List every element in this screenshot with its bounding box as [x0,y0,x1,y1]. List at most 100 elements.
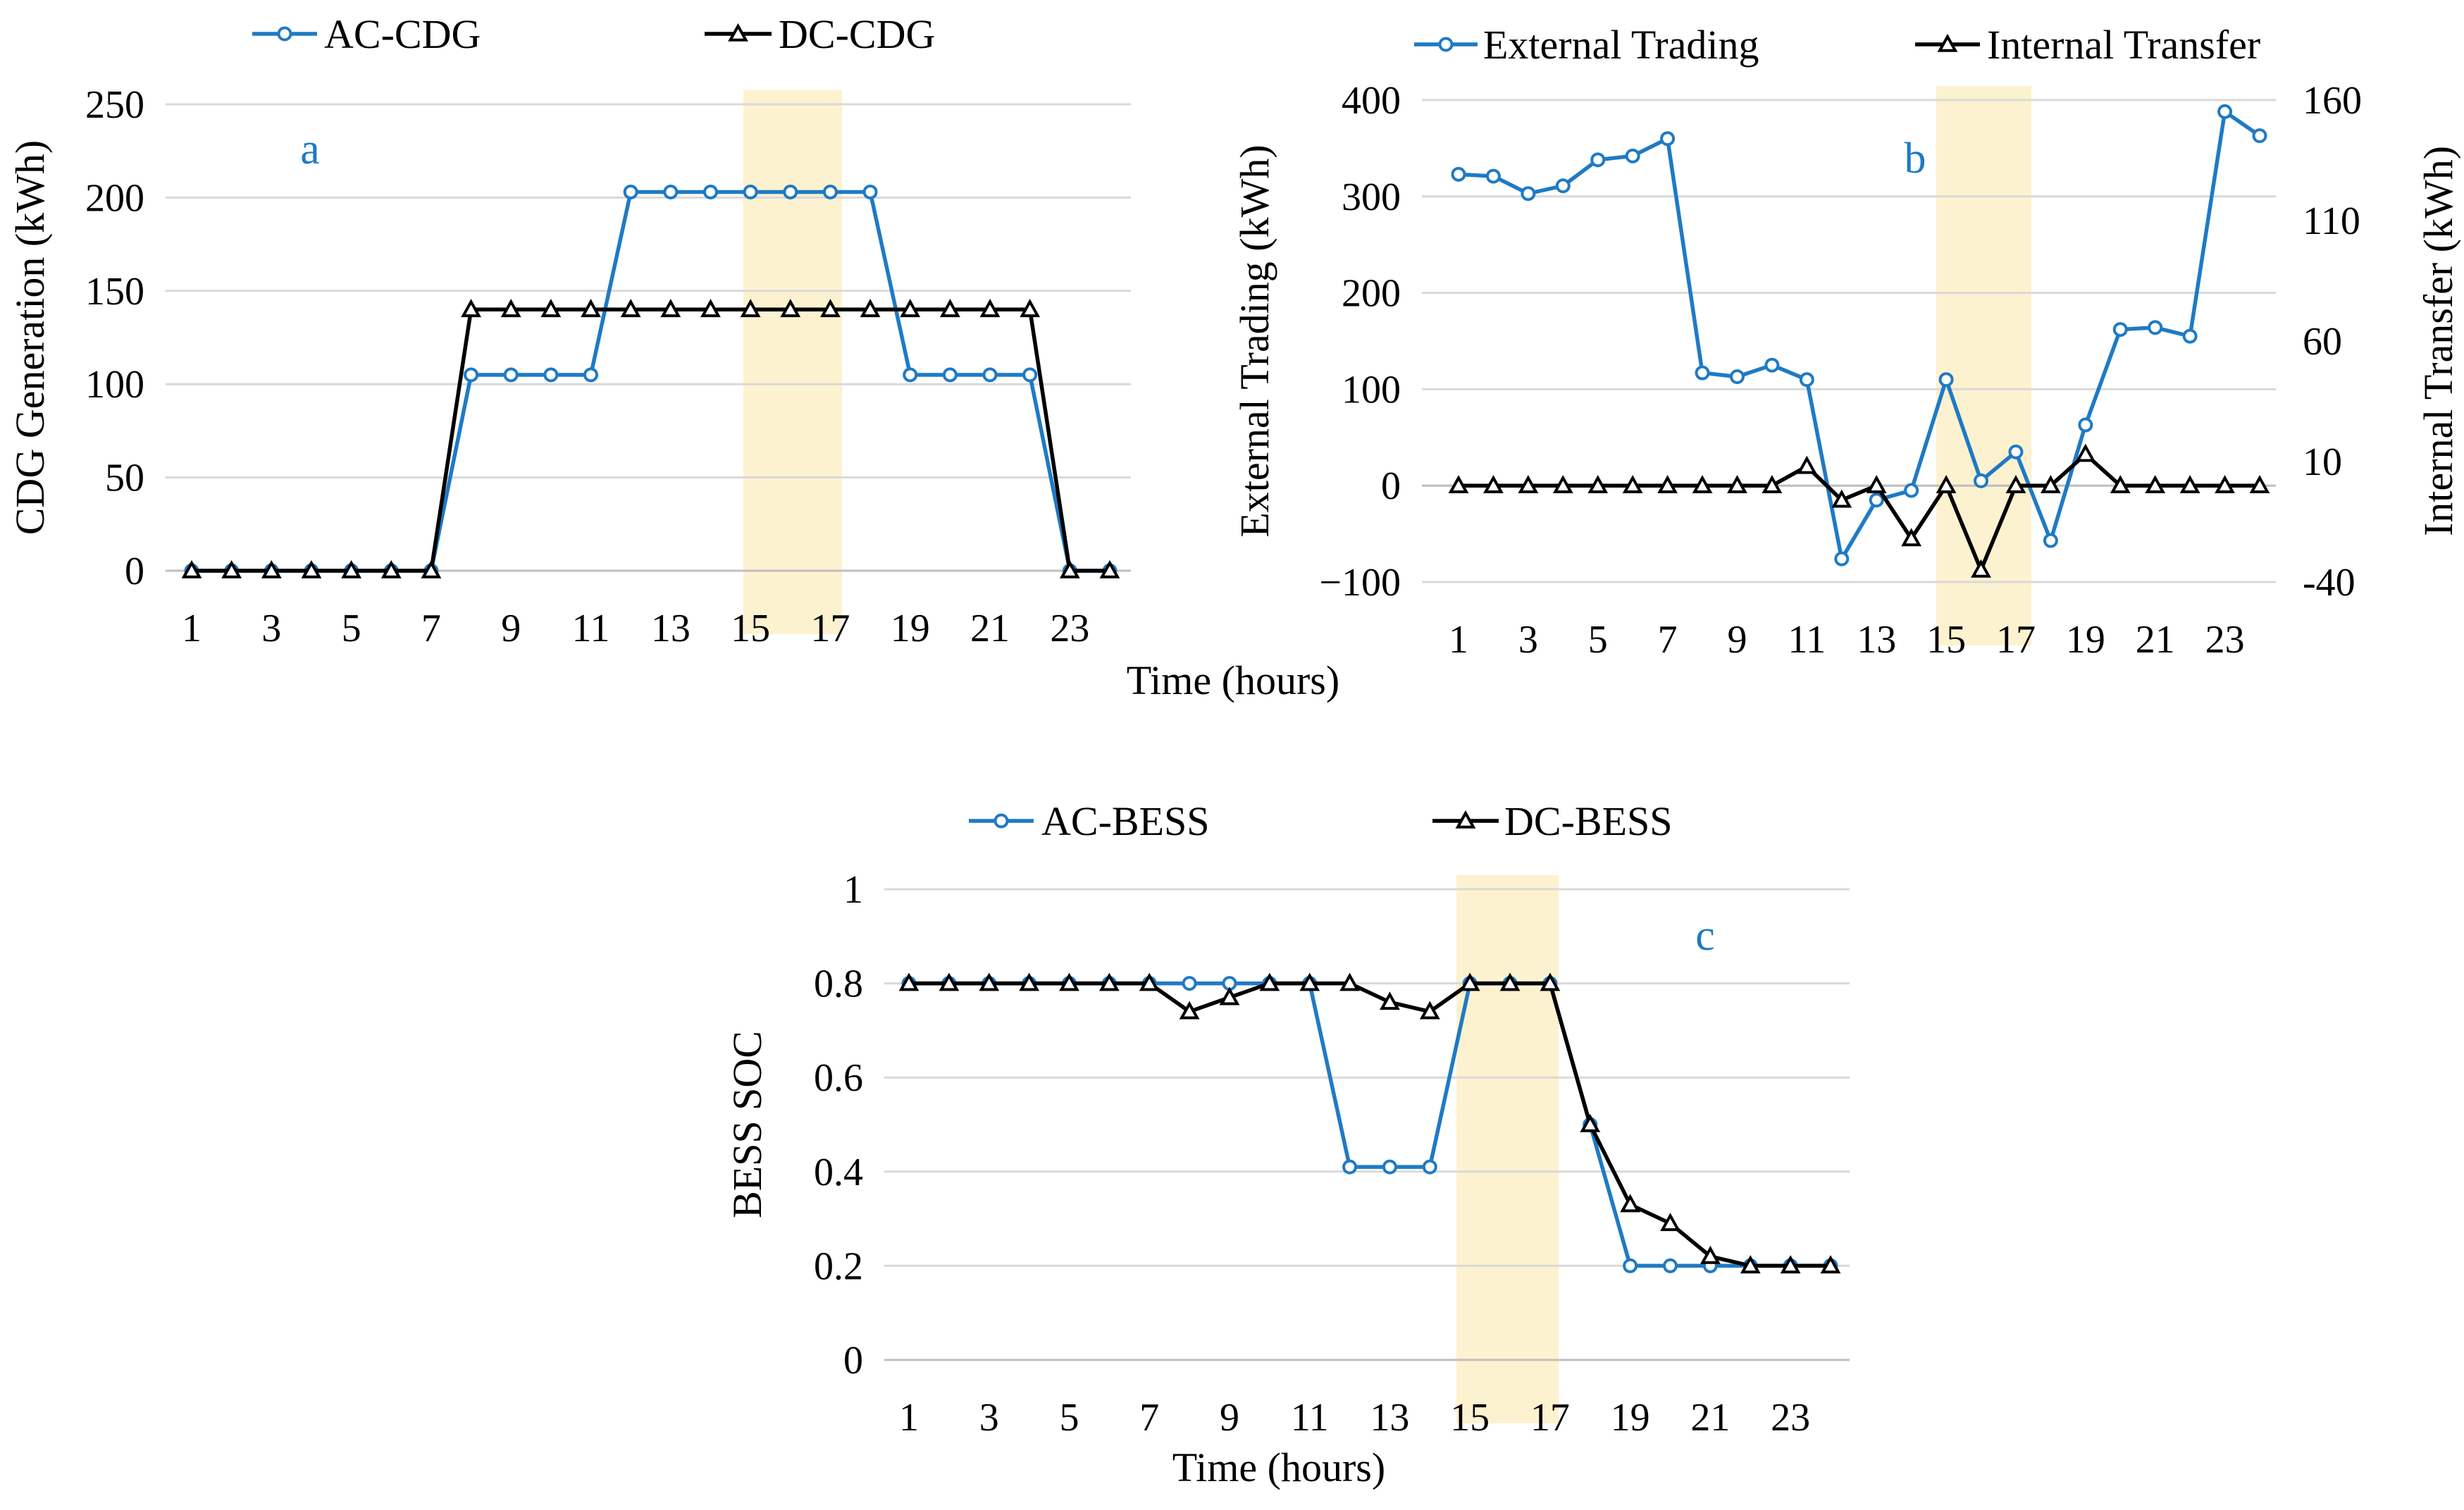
data-point [1139,972,1160,991]
data-point [1740,1255,1761,1274]
y-axis-title: CDG Generation (kWh) [7,140,53,536]
data-point [623,184,638,199]
data-point [1059,972,1079,991]
data-point [540,299,562,318]
x-tick-label: 23 [1050,607,1089,650]
y-tick-label: 0.6 [814,1056,863,1100]
data-point [663,184,679,199]
data-point [700,299,721,318]
x-tick-label: 9 [1220,1396,1239,1440]
data-point [1342,1159,1358,1175]
y-tick-label: 100 [85,363,144,407]
x-tick-label: 9 [1727,618,1747,662]
data-point [1448,475,1469,493]
data-point [1660,131,1676,147]
data-point [2040,475,2061,493]
highlight-band [1456,875,1559,1423]
x-tick-label: 3 [979,1396,999,1440]
x-tick-label: 15 [1450,1396,1490,1440]
data-point [1485,168,1501,184]
data-point [2145,475,2166,493]
data-point [2075,443,2096,462]
y-tick-label: 0.2 [814,1244,863,1288]
data-point [261,559,282,578]
data-point [982,367,998,383]
legend-swatch-marker [1937,33,1958,52]
data-point [1936,475,1957,493]
x-tick-label: 21 [970,607,1010,650]
legend-label: External Trading [1483,22,1759,68]
data-point [301,559,322,578]
x-tick-label: 1 [182,607,202,650]
panel-letter: c [1695,912,1715,960]
x-tick-label: 11 [572,607,610,650]
data-point [1451,166,1466,182]
y2-axis-title: Internal Transfer (kWh) [2415,146,2461,536]
legend-swatch-marker [1455,810,1476,829]
x-tick-label: 17 [1996,618,2036,662]
data-point [464,367,479,383]
x-tick-label: 5 [342,607,361,650]
y2-tick-label: 60 [2303,320,2342,364]
x-tick-label: 15 [1926,618,1966,662]
data-point [783,184,798,199]
panel-letter: a [300,125,320,173]
data-point [862,184,878,199]
x-tick-label: 21 [1690,1396,1730,1440]
data-point [2182,328,2198,344]
x-tick-label: 7 [1658,618,1678,662]
data-point [1695,365,1710,380]
data-point [939,972,960,991]
x-tick-label: 17 [1530,1396,1570,1440]
data-point [1182,976,1197,991]
y-tick-label: 0 [1381,464,1401,508]
data-point [860,299,881,318]
data-point [2078,417,2093,433]
data-point [421,559,442,578]
data-point [1971,559,1991,578]
y-tick-label: 200 [1342,272,1401,316]
x-tick-label: 15 [731,607,770,650]
x-tick-label: 5 [1059,1396,1079,1440]
data-point [2252,128,2267,144]
data-point [500,299,521,318]
y-tick-label: 100 [1342,368,1401,411]
x-tick-label: 11 [1788,618,1826,662]
data-point [1580,1113,1601,1132]
y2-tick-label: 160 [2303,79,2362,123]
y-tick-label: 0.8 [814,963,863,1006]
x-tick-label: 13 [651,607,691,650]
data-point [743,184,758,199]
data-point [1901,528,1922,547]
data-point [1780,1255,1801,1274]
data-point [1820,1255,1841,1274]
data-point [660,299,681,318]
data-point [1974,473,1989,488]
data-point [2217,104,2233,119]
data-point [1059,559,1080,578]
x-tick-label: 1 [1449,618,1468,662]
data-point [1727,475,1747,493]
data-point [620,299,641,318]
x-tick-label: 9 [501,607,521,650]
x-tick-label: 21 [2136,618,2175,662]
x-tick-label: 13 [1370,1396,1409,1440]
data-point [1219,986,1240,1005]
x-tick-label: 3 [1518,618,1538,662]
x-tick-label: 23 [1771,1396,1810,1440]
data-point [1657,475,1678,493]
x-tick-label: 5 [1588,618,1608,662]
y2-tick-label: 10 [2303,440,2342,484]
data-point [503,367,519,383]
data-point [1380,991,1400,1010]
series-line-Internal Transfer [1459,452,2260,572]
y-tick-label: 400 [1342,79,1401,123]
y-tick-label: 250 [85,83,144,127]
data-point [1904,483,1919,498]
data-point [1700,1245,1721,1264]
y-tick-label: 1 [843,868,863,912]
data-point [1098,972,1120,991]
